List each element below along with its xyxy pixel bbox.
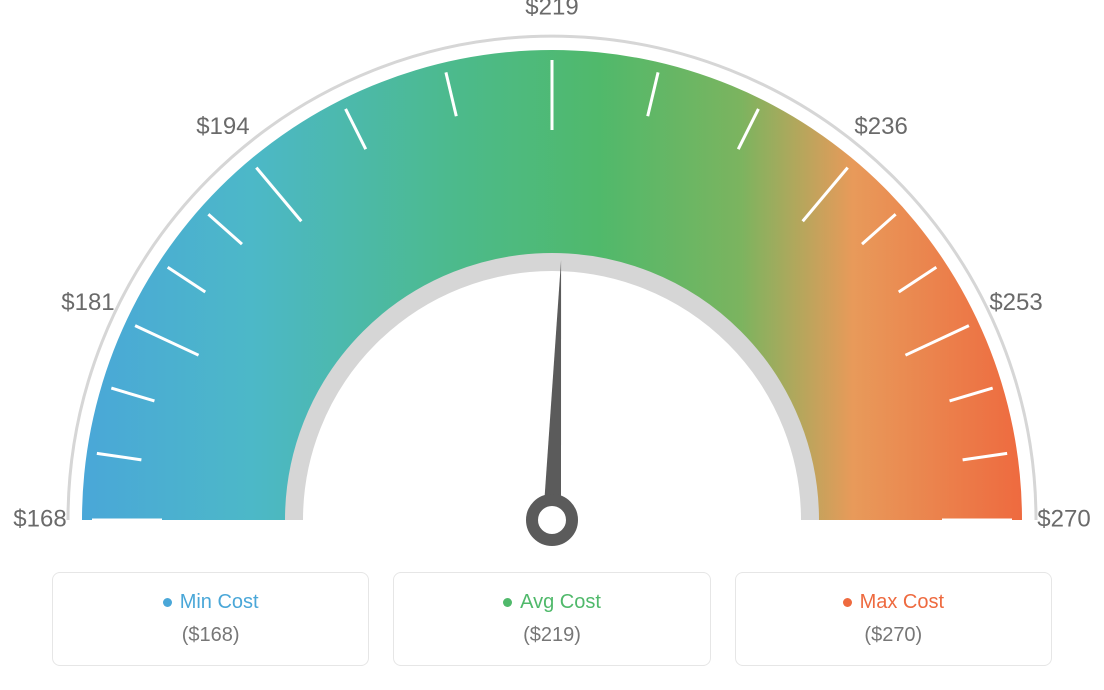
svg-text:$270: $270 [1037,505,1090,532]
dot-icon [843,598,852,607]
legend-label-avg: Avg Cost [394,591,709,614]
legend-label-text: Min Cost [180,591,259,613]
dot-icon [163,598,172,607]
legend-label-max: Max Cost [736,591,1051,614]
gauge-svg: $168 $181 $194 $219 $236 $253 $270 [0,0,1104,560]
legend-value-avg: ($219) [394,624,709,647]
legend-card-min: Min Cost ($168) [52,572,369,666]
svg-text:$253: $253 [989,289,1042,316]
legend-value-max: ($270) [736,624,1051,647]
svg-text:$236: $236 [854,113,907,140]
legend-label-min: Min Cost [53,591,368,614]
legend-card-max: Max Cost ($270) [735,572,1052,666]
legend-value-min: ($168) [53,624,368,647]
svg-text:$219: $219 [525,0,578,20]
legend-card-avg: Avg Cost ($219) [393,572,710,666]
gauge-chart: $168 $181 $194 $219 $236 $253 $270 [0,0,1104,560]
dot-icon [503,598,512,607]
legend-row: Min Cost ($168) Avg Cost ($219) Max Cost… [0,572,1104,666]
legend-label-text: Max Cost [860,591,944,613]
legend-label-text: Avg Cost [520,591,601,613]
svg-text:$181: $181 [61,289,114,316]
svg-text:$194: $194 [196,113,249,140]
svg-text:$168: $168 [13,505,66,532]
